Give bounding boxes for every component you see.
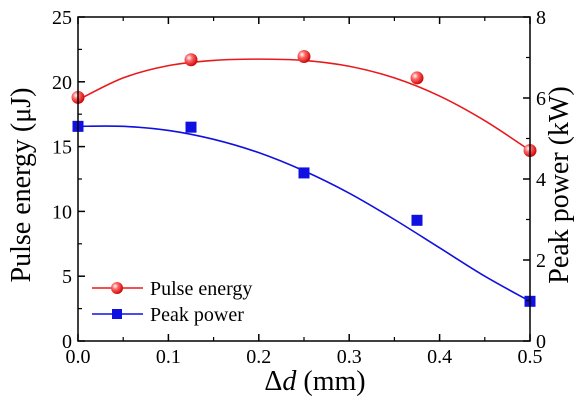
legend-marker-peak-power	[112, 309, 122, 319]
y-left-tick-label: 20	[52, 72, 72, 94]
x-axis-title-variable: d	[282, 366, 297, 397]
legend-label-peak-power: Peak power	[150, 304, 244, 326]
data-point-pulse-energy	[297, 50, 311, 64]
data-point-peak-power	[185, 121, 197, 133]
fit-curves	[77, 58, 531, 303]
axis-ticks	[77, 16, 531, 342]
legend-label-pulse-energy: Pulse energy	[150, 278, 252, 300]
y-left-tick-label: 15	[52, 137, 72, 159]
plot-frame	[77, 16, 531, 342]
y-right-tick-label: 6	[536, 88, 546, 110]
x-axis-title: Δd (mm)	[264, 366, 365, 397]
x-tick-label: 0.3	[337, 346, 362, 368]
y-right-axis-title: Peak power (kW)	[544, 86, 575, 283]
data-point-pulse-energy	[184, 53, 198, 67]
fit-curve-pulse-energy	[77, 58, 531, 152]
legend-marker-pulse-energy	[111, 282, 123, 294]
data-markers	[71, 50, 537, 307]
x-tick-label: 0.4	[427, 346, 452, 368]
y-left-tick-label: 5	[62, 266, 72, 288]
x-tick-label: 0.0	[66, 346, 91, 368]
y-left-tick-label: 0	[62, 331, 72, 353]
x-tick-label: 0.2	[246, 346, 271, 368]
y-left-axis-title: Pulse energy (μJ)	[6, 88, 37, 283]
data-point-pulse-energy	[410, 71, 424, 85]
y-right-tick-label: 8	[536, 7, 546, 29]
y-right-tick-label: 4	[536, 169, 546, 191]
data-point-peak-power	[298, 167, 310, 179]
x-tick-label: 0.5	[518, 346, 543, 368]
y-right-tick-label: 0	[536, 331, 546, 353]
y-right-tick-label: 2	[536, 250, 546, 272]
fit-curve-peak-power	[77, 125, 531, 303]
x-tick-label: 0.1	[156, 346, 181, 368]
y-left-tick-label: 25	[52, 7, 72, 29]
legend: Pulse energy Peak power	[92, 278, 252, 326]
x-axis-title-delta: Δ	[264, 366, 282, 397]
x-axis-title-unit: (mm)	[296, 366, 365, 397]
data-point-peak-power	[411, 214, 423, 226]
y-left-tick-label: 10	[52, 201, 72, 223]
